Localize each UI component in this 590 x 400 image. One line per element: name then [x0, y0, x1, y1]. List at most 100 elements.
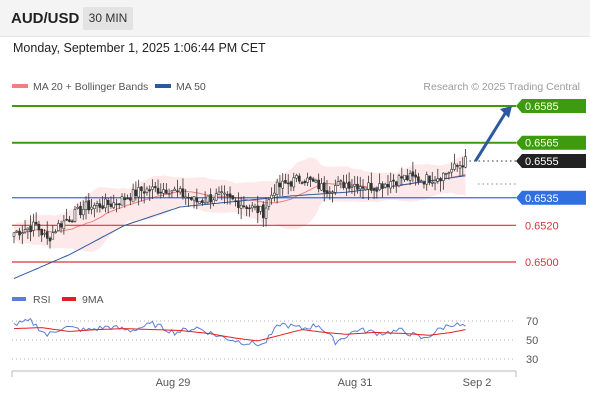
candle-body	[281, 180, 284, 189]
level-label: 0.6585	[525, 101, 559, 113]
candle-body	[45, 231, 49, 239]
candle-body	[450, 169, 453, 173]
candle-body	[151, 186, 154, 190]
candle-body	[165, 189, 168, 194]
candle-body	[298, 175, 301, 182]
candle-body	[364, 187, 368, 191]
candle-body	[350, 185, 354, 188]
level-tag	[516, 190, 586, 205]
candle-body	[228, 193, 232, 198]
candle-body	[428, 175, 431, 184]
candle-body	[73, 209, 77, 222]
candle-body	[275, 181, 279, 195]
timeframe-button[interactable]: 30 MIN	[83, 7, 133, 30]
candle-body	[212, 199, 215, 204]
candle-body	[286, 182, 290, 185]
candle-body	[54, 231, 57, 234]
candle-body	[458, 165, 462, 169]
candle-body	[153, 186, 157, 189]
candle-body	[34, 222, 38, 225]
candle-body	[195, 197, 199, 203]
level-label: 0.6500	[525, 257, 559, 269]
candle-body	[51, 232, 55, 240]
legend-swatch-9ma	[62, 297, 76, 301]
candle-body	[37, 224, 41, 231]
candle-body	[248, 207, 251, 210]
candle-body	[184, 196, 188, 199]
candle-body	[170, 190, 174, 193]
legend-swatch-ma20	[12, 84, 28, 88]
candle-body	[342, 181, 345, 188]
candle-body	[375, 189, 379, 192]
candle-body	[109, 203, 113, 207]
candle-body	[178, 188, 182, 193]
candle-body	[414, 174, 417, 178]
candle-body	[270, 194, 273, 199]
candle-body	[400, 176, 404, 179]
price-chart: 0.6585 0.6565 0.6535 0.6520 0.6500 0.6555	[12, 99, 586, 279]
candle-body	[408, 173, 412, 181]
candle-body	[189, 197, 193, 200]
rsi-9ma-line	[13, 327, 466, 342]
rsi-tick-label: 30	[526, 354, 538, 366]
candle-body	[48, 237, 52, 242]
rsi-tick-label: 50	[526, 335, 538, 347]
candle-body	[18, 230, 21, 236]
candle-body	[306, 177, 309, 183]
candle-body	[358, 186, 362, 190]
candle-body	[68, 219, 71, 222]
legend-label-ma20: MA 20 + Bollinger Bands	[33, 81, 148, 93]
candle-body	[81, 209, 85, 216]
x-tick-label: Aug 29	[156, 377, 191, 389]
candle-body	[79, 205, 82, 216]
target-arrow	[474, 111, 508, 162]
rsi-chart: 70 50 30	[12, 316, 538, 366]
x-tick-label: Aug 31	[338, 377, 373, 389]
candle-body	[176, 190, 179, 192]
candle-body	[264, 207, 268, 219]
candle-body	[234, 200, 237, 203]
target-arrow-head	[500, 106, 512, 118]
candle-body	[425, 174, 429, 185]
candle-body	[292, 177, 296, 188]
candle-body	[433, 180, 437, 184]
candle-body	[361, 186, 365, 189]
candle-body	[253, 206, 257, 208]
candle-body	[381, 183, 384, 189]
candle-body	[309, 176, 312, 180]
candle-body	[117, 203, 121, 206]
candle-body	[256, 205, 260, 214]
candle-body	[23, 229, 27, 233]
candle-body	[464, 156, 467, 168]
candle-body	[126, 197, 129, 200]
candle-body	[120, 196, 124, 206]
candle-body	[201, 200, 204, 203]
candle-body	[62, 220, 66, 230]
candle-body	[123, 197, 127, 201]
candle-body	[239, 204, 243, 209]
candle-body	[21, 232, 24, 235]
candle-body	[325, 190, 329, 194]
candle-body	[328, 191, 332, 194]
candle-body	[223, 192, 226, 195]
candle-body	[250, 205, 254, 209]
chart-header-bar: AUD/USD 30 MIN	[0, 0, 590, 37]
candle-body	[43, 232, 46, 235]
rsi-tick-label: 70	[526, 316, 538, 328]
candle-body	[284, 180, 287, 184]
candle-body	[231, 195, 235, 200]
candle-body	[453, 163, 456, 170]
candle-body	[93, 204, 96, 210]
candle-body	[389, 181, 393, 189]
candle-body	[90, 206, 93, 210]
candle-body	[40, 228, 44, 236]
candle-body	[159, 191, 163, 194]
candle-body	[187, 197, 190, 199]
candle-body	[220, 191, 224, 193]
level-tag	[516, 135, 586, 150]
candle-body	[59, 223, 63, 228]
candle-body	[129, 198, 132, 201]
candle-body	[419, 180, 423, 183]
level-tag	[516, 99, 586, 113]
candle-body	[439, 178, 442, 182]
